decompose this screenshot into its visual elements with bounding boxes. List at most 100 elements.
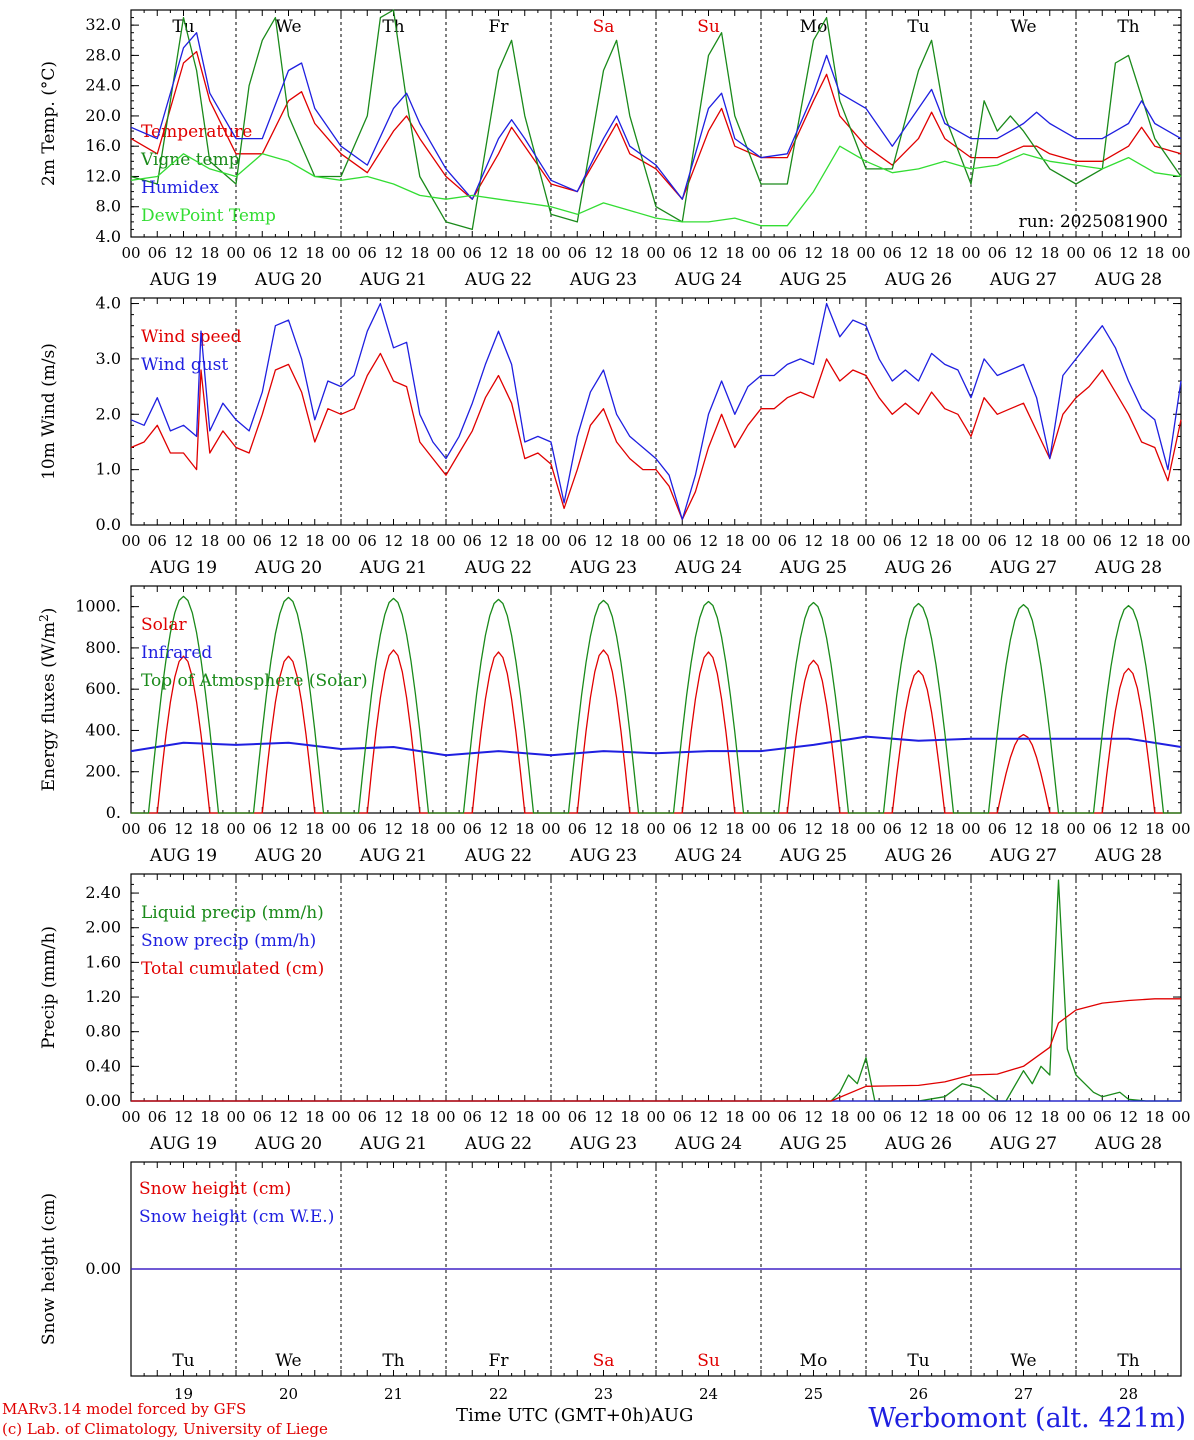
x-hour-label: 18 [830, 244, 849, 262]
day-number-label: 20 [279, 1385, 298, 1403]
x-date-label: AUG 20 [254, 1134, 322, 1154]
x-hour-label: 06 [568, 1108, 587, 1126]
x-hour-label: 18 [410, 244, 429, 262]
legend-entry: Snow precip (mm/h) [141, 931, 316, 951]
x-date-label: AUG 25 [779, 558, 847, 578]
x-hour-label: 12 [489, 244, 508, 262]
x-hour-label: 18 [830, 532, 849, 550]
weekday-label: Mo [800, 17, 828, 37]
series-line-dewpoint-temp [130, 145, 1182, 227]
x-hour-label: 00 [856, 1108, 875, 1126]
x-hour-label: 18 [515, 820, 534, 838]
x-date-label: AUG 24 [674, 1134, 742, 1154]
x-hour-label: 18 [305, 1108, 324, 1126]
series-line-vigne-temp [130, 9, 1182, 231]
series-line-wind-gust [130, 302, 1182, 521]
x-hour-label: 18 [515, 1108, 534, 1126]
series-line-total-cumulated-cm- [131, 998, 1181, 1102]
weekday-label: Su [697, 17, 720, 37]
weekday-label: Sa [593, 17, 615, 37]
x-hour-label: 00 [331, 1108, 350, 1126]
x-hour-label: 06 [1093, 820, 1112, 838]
x-hour-label: 18 [1040, 532, 1059, 550]
x-hour-label: 18 [515, 532, 534, 550]
weekday-label: We [275, 1351, 301, 1371]
series-line-liquid-precip-mm-h- [131, 879, 1181, 1102]
y-tick-label: 0.00 [85, 1091, 121, 1110]
x-hour-label: 12 [174, 820, 193, 838]
x-date-label: AUG 25 [779, 270, 847, 290]
x-hour-label: 12 [174, 532, 193, 550]
y-axis-label: 10m Wind (m/s) [39, 343, 59, 480]
weekday-label: Tu [172, 1351, 194, 1371]
x-date-label: AUG 23 [569, 1134, 637, 1154]
x-hour-label: 00 [646, 244, 665, 262]
x-hour-label: 18 [1145, 1108, 1164, 1126]
x-hour-label: 00 [226, 532, 245, 550]
x-hour-label: 18 [935, 532, 954, 550]
x-hour-label: 12 [384, 532, 403, 550]
x-hour-label: 06 [568, 532, 587, 550]
series-line-infrared [130, 735, 1182, 757]
weekday-label: Mo [800, 1351, 828, 1371]
x-hour-label: 06 [253, 532, 272, 550]
x-hour-label: 06 [568, 820, 587, 838]
x-hour-label: 12 [489, 532, 508, 550]
x-hour-label: 12 [594, 820, 613, 838]
x-date-label: AUG 24 [674, 558, 742, 578]
day-number-label: 22 [489, 1385, 508, 1403]
y-tick-label: 0.40 [85, 1056, 121, 1075]
x-hour-label: 06 [1093, 532, 1112, 550]
x-hour-label: 18 [305, 532, 324, 550]
x-hour-label: 06 [778, 532, 797, 550]
x-date-label: AUG 19 [149, 846, 217, 866]
x-hour-label: 18 [305, 820, 324, 838]
run-label: run: 2025081900 [1019, 212, 1168, 232]
x-hour-label: 12 [1119, 244, 1138, 262]
legend-entry: Top of Atmosphere (Solar) [141, 671, 368, 691]
x-hour-label: 00 [751, 820, 770, 838]
x-hour-label: 06 [778, 244, 797, 262]
x-hour-label: 12 [594, 1108, 613, 1126]
x-hour-label: 18 [1145, 244, 1164, 262]
x-date-label: AUG 22 [464, 270, 532, 290]
x-date-label: AUG 28 [1094, 1134, 1162, 1154]
x-date-label: AUG 22 [464, 558, 532, 578]
x-hour-label: 18 [515, 244, 534, 262]
y-tick-label: 1.0 [96, 460, 121, 479]
legend-entry: Solar [141, 615, 187, 635]
series-line-temperature [130, 50, 1182, 200]
x-hour-label: 00 [646, 1108, 665, 1126]
x-hour-label: 18 [620, 532, 639, 550]
day-number-label: 28 [1119, 1385, 1138, 1403]
x-hour-label: 06 [463, 532, 482, 550]
x-hour-label: 18 [200, 532, 219, 550]
y-axis-label: 2m Temp. (°C) [39, 61, 59, 186]
x-hour-label: 00 [751, 1108, 770, 1126]
x-hour-label: 00 [541, 1108, 560, 1126]
x-hour-label: 12 [174, 1108, 193, 1126]
x-hour-label: 12 [489, 820, 508, 838]
x-date-label: AUG 26 [884, 270, 952, 290]
x-hour-label: 06 [463, 244, 482, 262]
y-tick-label: 0.00 [85, 1259, 121, 1278]
x-hour-label: 00 [331, 532, 350, 550]
x-date-label: AUG 21 [359, 1134, 427, 1154]
x-hour-label: 00 [436, 532, 455, 550]
x-hour-label: 12 [699, 820, 718, 838]
legend-entry: Vigne temp [140, 150, 240, 170]
x-date-label: AUG 27 [989, 1134, 1057, 1154]
y-tick-label: 12.0 [85, 166, 121, 185]
x-hour-label: 12 [1014, 532, 1033, 550]
x-hour-label: 06 [883, 1108, 902, 1126]
x-hour-label: 00 [541, 820, 560, 838]
legend-entry: DewPoint Temp [141, 206, 276, 226]
panel-1: 4.0 8.0 12.0 16.0 20.0 24.0 28.0 32.0 2m Temp. (… [39, 9, 1191, 290]
x-date-label: AUG 27 [989, 270, 1057, 290]
x-hour-label: 00 [331, 820, 350, 838]
x-hour-label: 18 [830, 1108, 849, 1126]
day-number-label: 21 [384, 1385, 403, 1403]
x-axis-month: AUG [650, 1405, 694, 1426]
x-hour-label: 00 [1066, 244, 1085, 262]
series-line-humidex [130, 32, 1182, 200]
